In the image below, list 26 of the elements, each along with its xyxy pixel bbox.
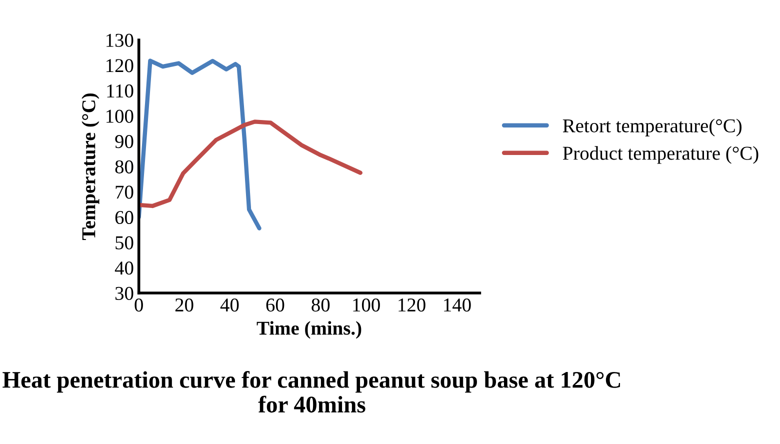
x-tick-label: 60	[266, 298, 284, 312]
line-series	[138, 120, 362, 208]
y-tick-label: 120	[106, 59, 134, 72]
line-series	[138, 58, 262, 230]
x-tick-label: 20	[175, 298, 194, 312]
text: Heat penetration curve for canned peanut soup base at 120°C for 40mins	[2, 371, 620, 413]
x-axis-title: Time (mins.)	[256, 321, 362, 339]
y-tick-label: 70	[116, 186, 134, 199]
x-tick-label: 40	[220, 298, 239, 312]
legend-label: Product temperature (°C)	[562, 146, 758, 164]
y-tick-label: 80	[115, 160, 134, 174]
y-tick-label: 90	[115, 135, 134, 148]
y-tick-label: 110	[107, 84, 134, 98]
y-tick-label: 100	[106, 110, 134, 123]
x-tick-label: 0	[134, 298, 143, 312]
x-tick-label: 140	[444, 298, 471, 312]
y-axis-title: Temperature (°C)	[82, 94, 100, 240]
x-tick-label: 120	[398, 298, 426, 312]
y-tick-label: 50	[116, 236, 134, 250]
y-tick-label: 60	[115, 210, 134, 224]
y-tick-label: 130	[106, 34, 134, 47]
x-tick-label: 80	[312, 298, 330, 312]
y-tick-label: 30	[115, 286, 134, 300]
legend-label: Retort temperature(°C)	[562, 118, 742, 136]
y-tick-label: 40	[114, 262, 134, 275]
x-tick-label: 100	[353, 298, 380, 312]
